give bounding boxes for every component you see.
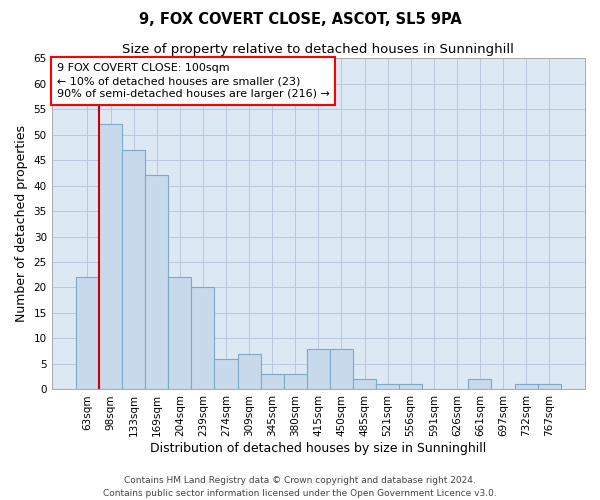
Bar [214, 359, 238, 390]
X-axis label: Distribution of detached houses by size in Sunninghill: Distribution of detached houses by size … [150, 442, 487, 455]
Y-axis label: Number of detached properties: Number of detached properties [15, 126, 28, 322]
Bar [399, 384, 422, 390]
Bar [515, 384, 538, 390]
Bar [238, 354, 260, 390]
Bar [76, 278, 99, 390]
Title: Size of property relative to detached houses in Sunninghill: Size of property relative to detached ho… [122, 42, 514, 56]
Bar [260, 374, 284, 390]
Bar [330, 348, 353, 390]
Bar [168, 278, 191, 390]
Bar [145, 176, 168, 390]
Bar [122, 150, 145, 390]
Bar [191, 288, 214, 390]
Bar [307, 348, 330, 390]
Bar [376, 384, 399, 390]
Text: Contains HM Land Registry data © Crown copyright and database right 2024.
Contai: Contains HM Land Registry data © Crown c… [103, 476, 497, 498]
Text: 9 FOX COVERT CLOSE: 100sqm
← 10% of detached houses are smaller (23)
90% of semi: 9 FOX COVERT CLOSE: 100sqm ← 10% of deta… [57, 63, 330, 100]
Bar [99, 124, 122, 390]
Bar [469, 380, 491, 390]
Bar [353, 380, 376, 390]
Text: 9, FOX COVERT CLOSE, ASCOT, SL5 9PA: 9, FOX COVERT CLOSE, ASCOT, SL5 9PA [139, 12, 461, 28]
Bar [538, 384, 561, 390]
Bar [284, 374, 307, 390]
